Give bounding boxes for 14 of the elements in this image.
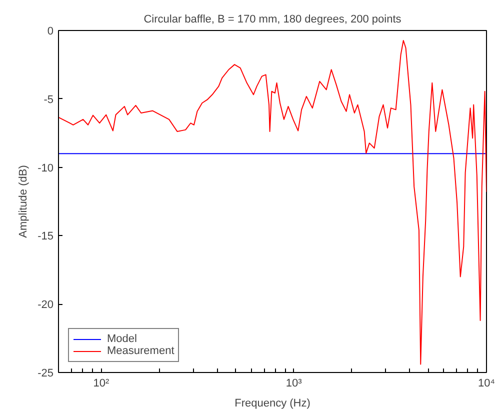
legend-label: Model — [107, 333, 137, 345]
y-tick-label: -15 — [38, 230, 54, 243]
y-tick-label: 0 — [47, 26, 54, 38]
y-tick-label: -25 — [38, 368, 54, 380]
legend-label: Measurement — [107, 345, 174, 357]
y-tick-label: -10 — [38, 162, 54, 174]
y-tick-label: -5 — [44, 94, 54, 106]
x-tick-label: 10² — [93, 378, 110, 390]
y-axis-title: Amplitude (dB) — [18, 165, 30, 238]
x-axis-title: Frequency (Hz) — [234, 398, 310, 410]
y-tick-label: -20 — [38, 299, 54, 312]
x-tick-label: 10⁴ — [478, 378, 496, 390]
x-tick-label: 10³ — [286, 378, 302, 390]
chart-title: Circular baffle, B = 170 mm, 180 degrees, 200 points — [144, 14, 402, 26]
